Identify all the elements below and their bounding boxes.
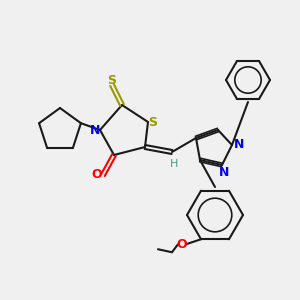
Text: O: O bbox=[92, 169, 102, 182]
Text: N: N bbox=[234, 139, 244, 152]
Text: S: S bbox=[107, 74, 116, 88]
Text: N: N bbox=[90, 124, 100, 136]
Text: S: S bbox=[148, 116, 158, 128]
Text: N: N bbox=[219, 167, 229, 179]
Text: H: H bbox=[170, 159, 178, 169]
Text: O: O bbox=[177, 238, 187, 251]
